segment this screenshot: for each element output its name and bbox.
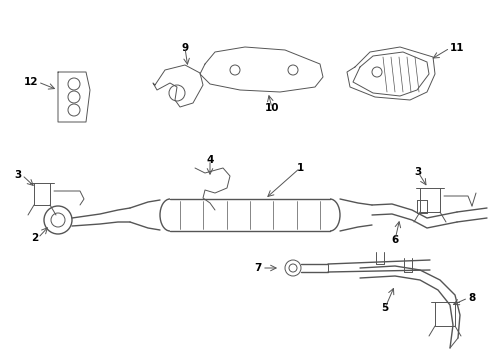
Text: 8: 8 xyxy=(468,293,475,303)
Text: 4: 4 xyxy=(206,155,214,165)
Text: 9: 9 xyxy=(181,43,189,53)
Text: 10: 10 xyxy=(265,103,279,113)
Text: 2: 2 xyxy=(31,233,38,243)
Text: 1: 1 xyxy=(296,163,304,173)
Text: 5: 5 xyxy=(381,303,389,313)
Text: 11: 11 xyxy=(450,43,465,53)
Text: 6: 6 xyxy=(392,235,399,245)
Text: 3: 3 xyxy=(15,170,22,180)
Text: 7: 7 xyxy=(255,263,262,273)
Text: 12: 12 xyxy=(24,77,38,87)
Text: 3: 3 xyxy=(415,167,421,177)
